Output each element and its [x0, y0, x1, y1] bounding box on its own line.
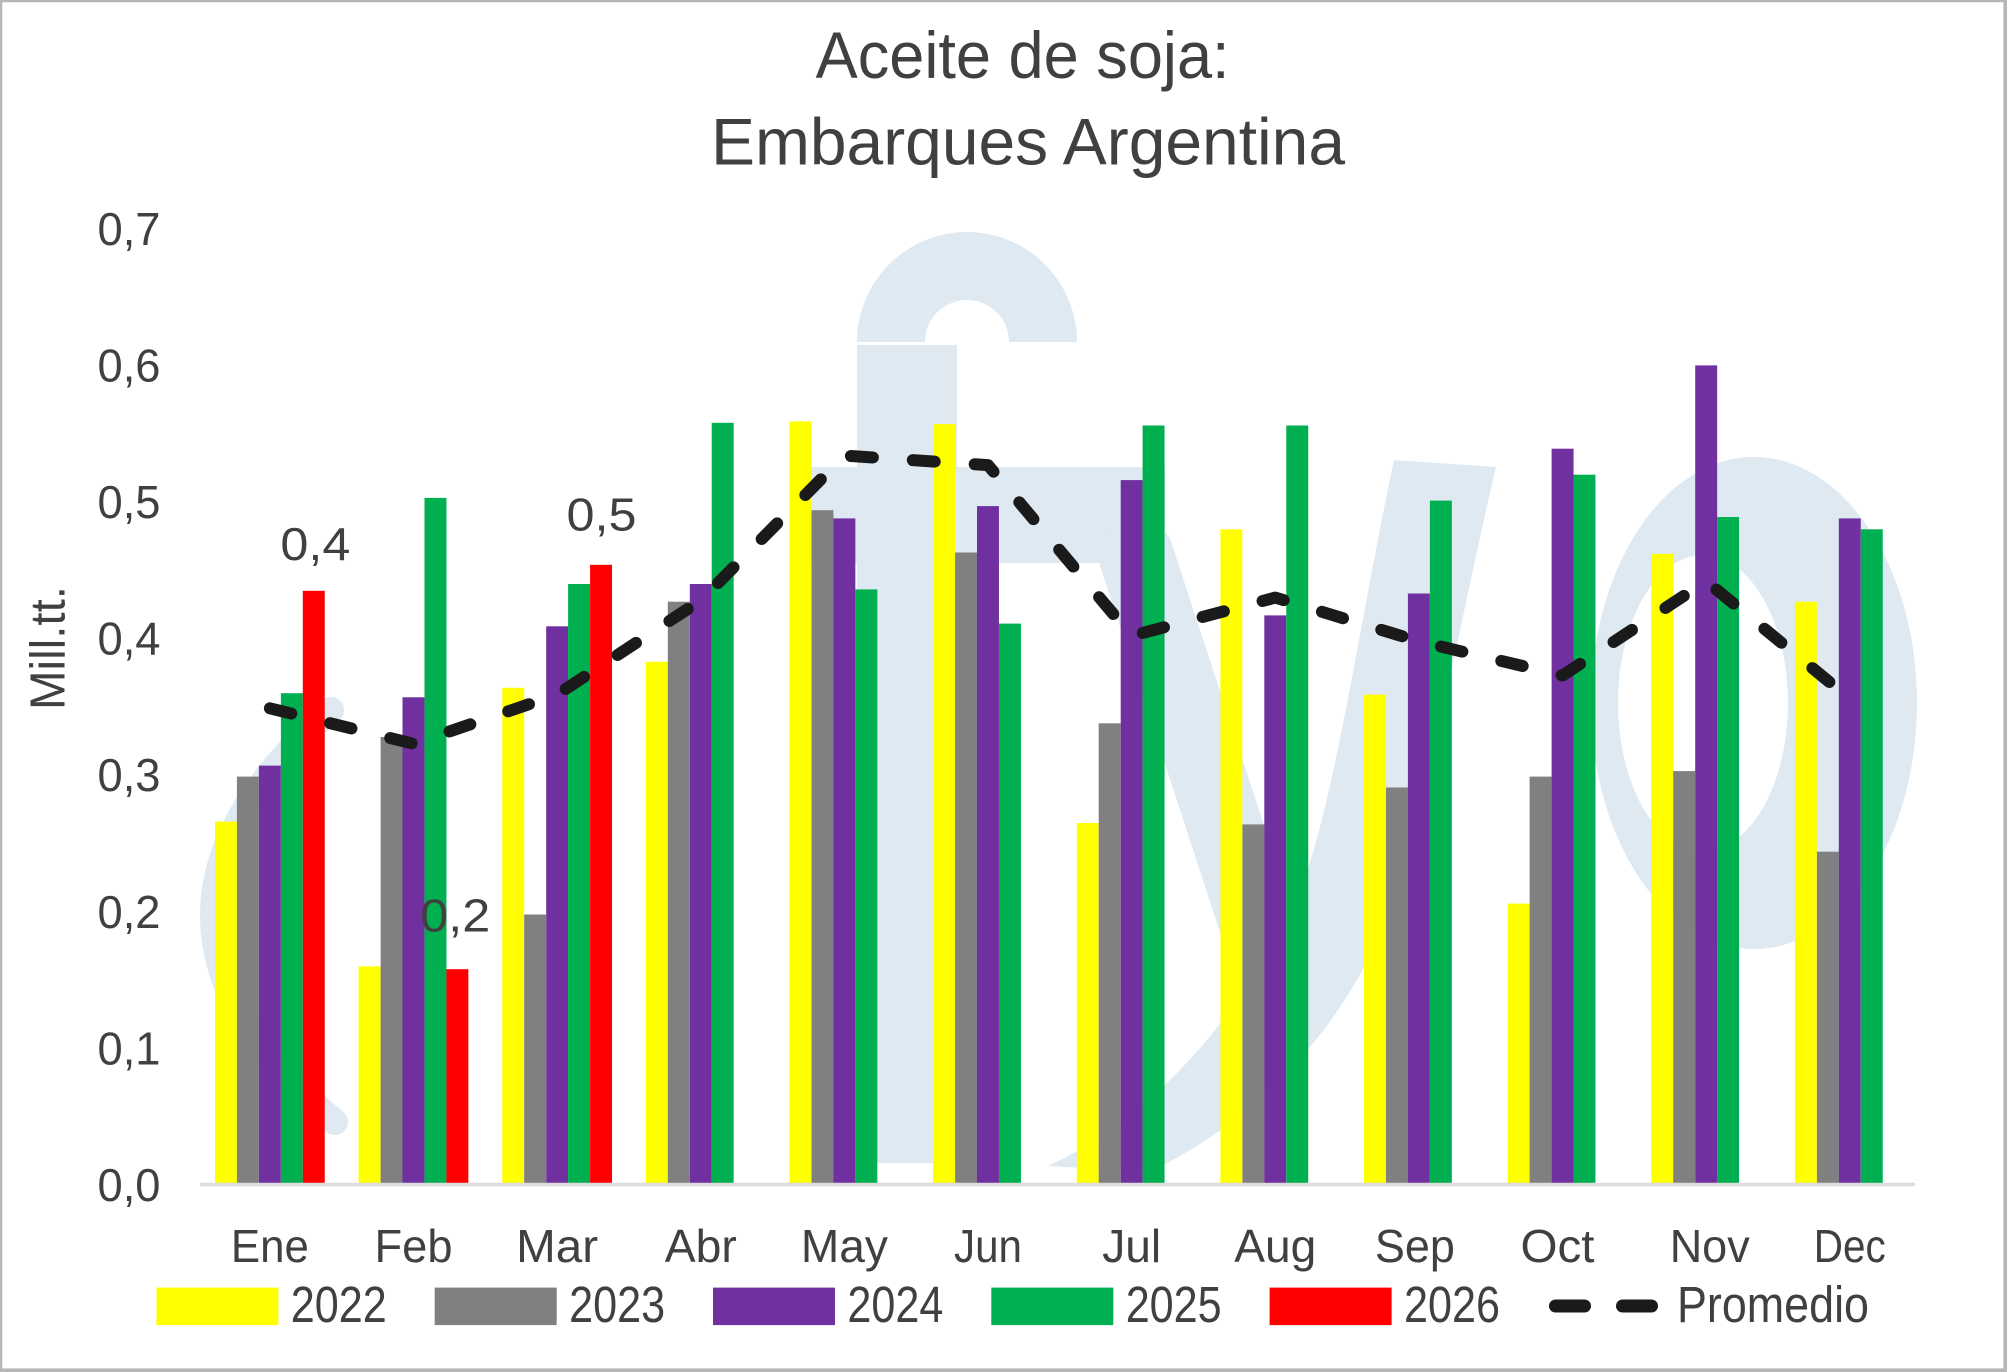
svg-text:Nov: Nov	[1670, 1220, 1750, 1272]
svg-text:0,4: 0,4	[280, 518, 350, 570]
svg-text:Ene: Ene	[231, 1220, 309, 1272]
svg-text:2024: 2024	[847, 1276, 943, 1333]
svg-text:Promedio: Promedio	[1677, 1276, 1869, 1333]
svg-text:0,1: 0,1	[98, 1022, 161, 1074]
svg-text:2026: 2026	[1404, 1276, 1500, 1333]
svg-text:May: May	[801, 1220, 888, 1272]
svg-text:0,7: 0,7	[98, 203, 161, 255]
svg-text:2023: 2023	[569, 1276, 665, 1333]
svg-text:0,4: 0,4	[98, 613, 161, 665]
svg-text:Embarques Argentina: Embarques Argentina	[711, 105, 1345, 179]
svg-text:0,3: 0,3	[98, 749, 161, 801]
svg-text:Abr: Abr	[665, 1220, 737, 1272]
svg-text:Feb: Feb	[375, 1220, 453, 1272]
svg-text:Aug: Aug	[1234, 1220, 1316, 1272]
svg-text:Mar: Mar	[516, 1220, 598, 1272]
svg-text:2022: 2022	[291, 1276, 387, 1333]
svg-text:2025: 2025	[1126, 1276, 1222, 1333]
svg-text:Oct: Oct	[1521, 1220, 1595, 1272]
svg-text:Dec: Dec	[1814, 1220, 1886, 1272]
svg-text:Jul: Jul	[1102, 1220, 1161, 1272]
svg-text:0,6: 0,6	[98, 339, 161, 391]
svg-text:0,2: 0,2	[98, 886, 161, 938]
svg-text:0,5: 0,5	[98, 476, 161, 528]
svg-text:0,5: 0,5	[567, 489, 637, 541]
svg-text:Jun: Jun	[954, 1220, 1022, 1272]
svg-text:Aceite de soja:: Aceite de soja:	[816, 18, 1230, 92]
svg-text:0,2: 0,2	[420, 890, 490, 942]
svg-text:Sep: Sep	[1375, 1220, 1455, 1272]
svg-text:Mill.tt.: Mill.tt.	[22, 586, 76, 710]
svg-text:0,0: 0,0	[98, 1159, 161, 1211]
